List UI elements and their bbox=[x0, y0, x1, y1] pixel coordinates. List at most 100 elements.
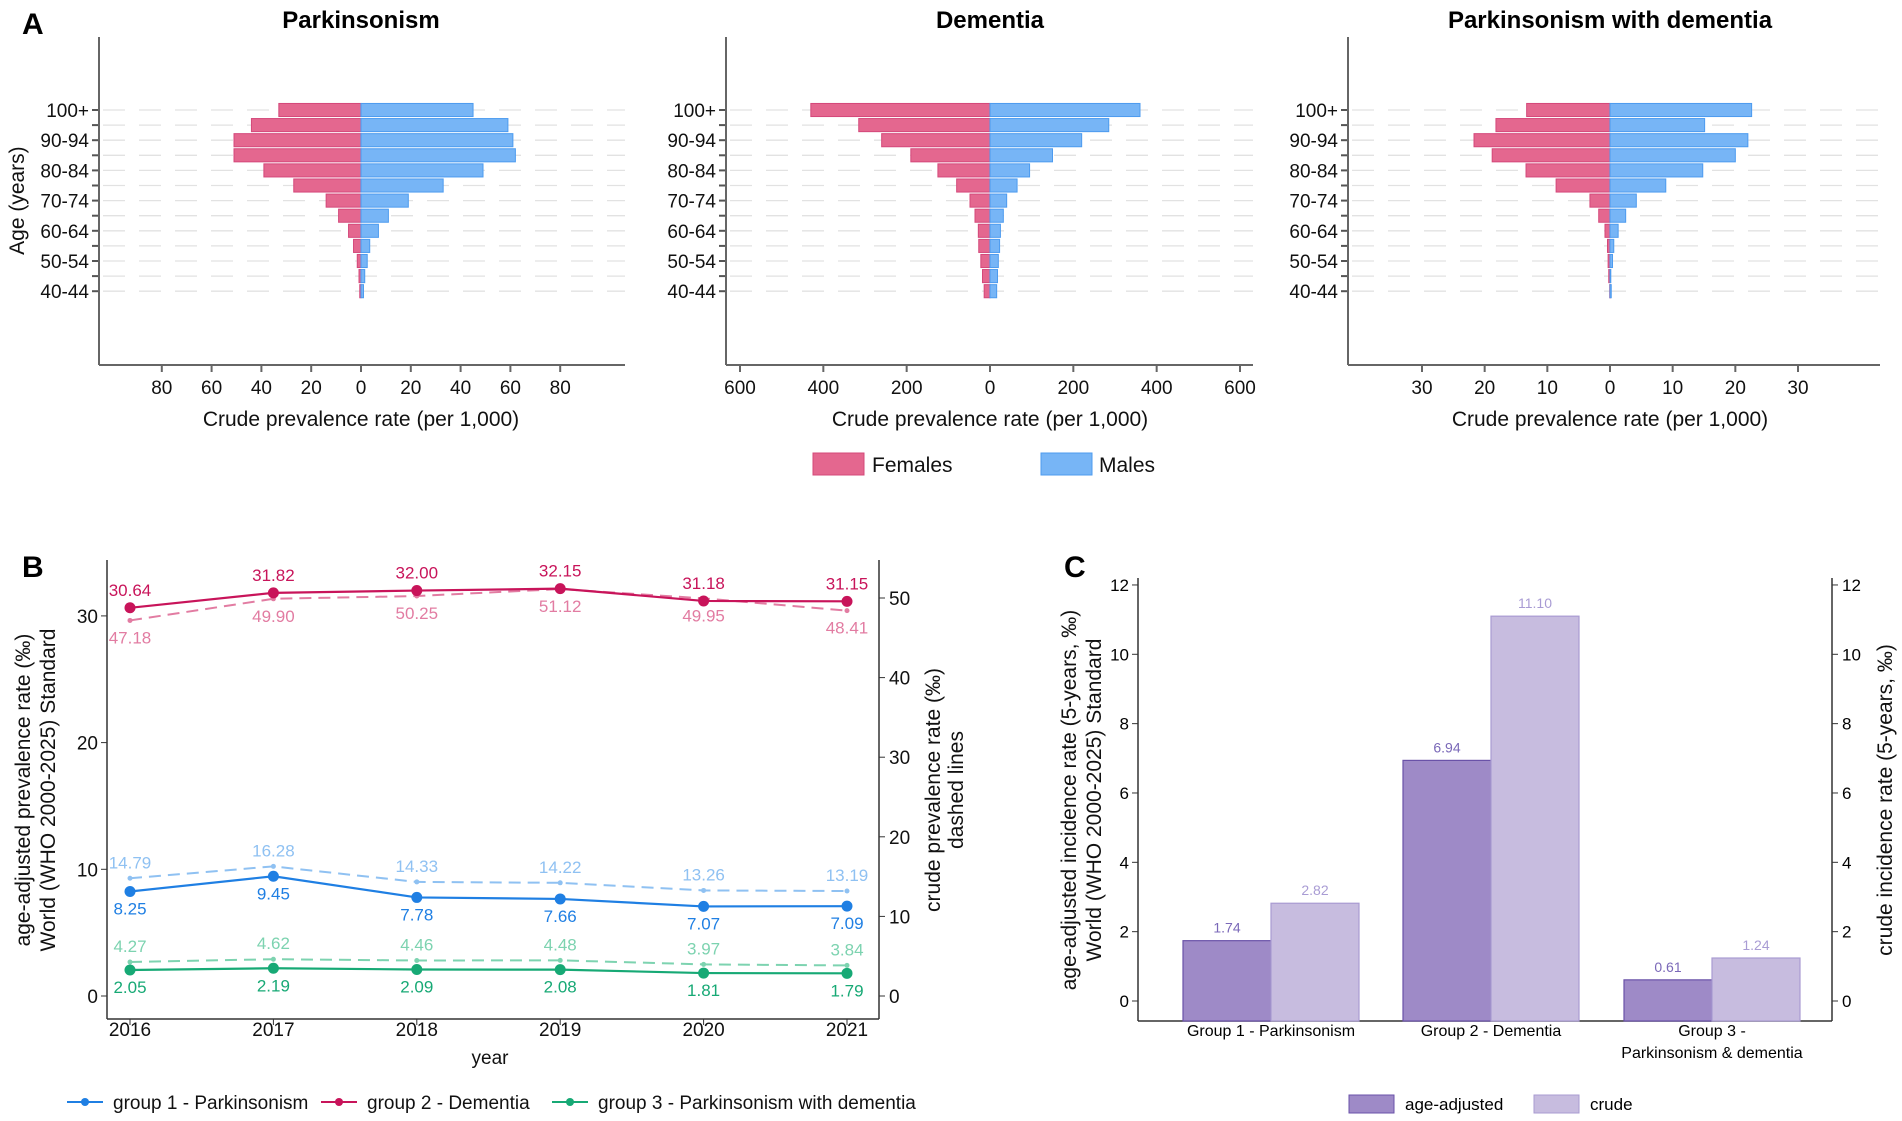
y-right-tick-label: 4 bbox=[1842, 853, 1851, 872]
crude-data-label: 50.25 bbox=[396, 604, 439, 623]
adjusted-data-label: 2.08 bbox=[544, 978, 577, 997]
bar-females bbox=[974, 208, 991, 223]
y-right-tick-label: 8 bbox=[1842, 715, 1851, 734]
y-tick-label: 90-94 bbox=[1289, 131, 1338, 152]
bar-females bbox=[278, 102, 362, 118]
legend-label-females: Females bbox=[872, 454, 953, 477]
y-axis-label: Age (years) bbox=[6, 146, 29, 255]
x-tick-label: 10 bbox=[1662, 378, 1683, 399]
crude-data-label: 4.62 bbox=[257, 934, 290, 953]
y-tick-label: 20 bbox=[77, 734, 98, 755]
adjusted-point bbox=[411, 964, 423, 976]
adjusted-data-label: 2.05 bbox=[113, 978, 146, 997]
bar-females bbox=[250, 118, 362, 133]
y-right-tick-label: 6 bbox=[1842, 784, 1851, 803]
y-right-tick-label: 10 bbox=[889, 907, 910, 928]
bar-males bbox=[360, 133, 514, 148]
y-right-tick-label: 2 bbox=[1842, 923, 1851, 942]
chart-title: Dementia bbox=[936, 7, 1045, 34]
bar-males bbox=[989, 223, 1001, 238]
y-tick-label: 70-74 bbox=[667, 192, 716, 213]
bar-females bbox=[881, 133, 991, 148]
crude-data-label: 14.33 bbox=[396, 857, 439, 876]
crude-point bbox=[414, 879, 420, 885]
bar-crude bbox=[1711, 957, 1801, 1022]
bar-males bbox=[989, 148, 1053, 163]
crude-point bbox=[701, 887, 707, 893]
bar-males bbox=[1609, 253, 1614, 269]
bar-males bbox=[989, 163, 1031, 178]
y-tick-label: 60-64 bbox=[40, 222, 89, 243]
bar-males bbox=[1609, 284, 1612, 299]
y-axis-label: age-adjusted incidence rate (5-years, ‰) bbox=[1058, 610, 1081, 991]
bar-females bbox=[977, 223, 991, 238]
adjusted-point bbox=[841, 900, 853, 912]
x-tick-label: 20 bbox=[400, 378, 421, 399]
y-right-tick-label: 0 bbox=[889, 987, 900, 1008]
crude-data-label: 4.27 bbox=[113, 937, 146, 956]
bar-males bbox=[360, 102, 474, 118]
crude-data-label: 16.28 bbox=[252, 841, 295, 860]
bar-females bbox=[937, 163, 991, 178]
crude-point bbox=[844, 962, 850, 968]
bar-age-adjusted bbox=[1402, 759, 1492, 1022]
crude-point bbox=[270, 863, 276, 869]
bar-females bbox=[233, 148, 362, 163]
legend-marker bbox=[335, 1098, 343, 1106]
bar-males bbox=[1609, 269, 1612, 284]
bar-data-label: 6.94 bbox=[1433, 739, 1460, 755]
adjusted-point bbox=[554, 893, 566, 905]
adjusted-point bbox=[267, 870, 279, 882]
bar-males bbox=[360, 163, 484, 178]
bar-females bbox=[978, 238, 991, 253]
y-tick-label: 60-64 bbox=[667, 222, 716, 243]
bar-females bbox=[348, 223, 362, 238]
crude-data-label: 49.90 bbox=[252, 607, 295, 626]
y-tick-label: 80-84 bbox=[667, 161, 716, 182]
bar-females bbox=[1604, 223, 1611, 238]
bar-data-label: 0.61 bbox=[1654, 959, 1681, 975]
adjusted-data-label: 2.19 bbox=[257, 976, 290, 995]
x-tick-label: 200 bbox=[891, 378, 923, 399]
panel-label-a: A bbox=[22, 8, 44, 41]
x-tick-label: 2021 bbox=[826, 1020, 868, 1041]
bar-data-label: 2.82 bbox=[1301, 882, 1328, 898]
x-tick-label: 2020 bbox=[682, 1020, 724, 1041]
bar-males bbox=[989, 118, 1110, 133]
pyramid-chart-2: Dementia 100+ 90-94 80-84 70-74 60-64 50-54 40-… bbox=[667, 7, 1255, 431]
bar-females bbox=[1473, 133, 1611, 148]
adjusted-data-label: 9.45 bbox=[257, 884, 290, 903]
x-tick-label: 2019 bbox=[539, 1020, 581, 1041]
bar-males bbox=[1609, 163, 1704, 178]
bar-males bbox=[360, 193, 409, 208]
y-tick-label: 70-74 bbox=[40, 192, 89, 213]
adjusted-line-1 bbox=[129, 875, 848, 908]
y-axis-label: World (WHO 2000-2025) Standard bbox=[37, 629, 60, 952]
bar-males bbox=[989, 193, 1008, 208]
adjusted-point bbox=[124, 885, 136, 897]
crude-point bbox=[844, 608, 850, 614]
panel-label-b: B bbox=[22, 551, 44, 584]
category-label: Parkinsonism & dementia bbox=[1621, 1045, 1803, 1062]
bar-males bbox=[360, 208, 389, 223]
bar-crude bbox=[1490, 615, 1580, 1022]
adjusted-data-label: 31.15 bbox=[826, 574, 869, 593]
x-tick-label: 600 bbox=[724, 378, 756, 399]
adjusted-data-label: 7.09 bbox=[830, 914, 863, 933]
y-tick-label: 50-54 bbox=[40, 252, 89, 273]
legend-label: age-adjusted bbox=[1405, 1095, 1503, 1114]
crude-data-label: 14.79 bbox=[109, 853, 152, 872]
bar-females bbox=[233, 133, 362, 148]
bar-age-adjusted bbox=[1623, 979, 1713, 1022]
pyramid-chart-3: Parkinsonism with dementia 100+ 90-94 80-84… bbox=[1289, 7, 1880, 431]
bar-females bbox=[858, 118, 991, 133]
x-tick-label: 10 bbox=[1537, 378, 1558, 399]
y-tick-label: 4 bbox=[1120, 853, 1129, 872]
bar-males bbox=[360, 284, 364, 299]
legend-marker bbox=[81, 1098, 89, 1106]
bar-females bbox=[1526, 102, 1611, 118]
adjusted-point bbox=[698, 967, 710, 979]
bar-males bbox=[1609, 223, 1619, 238]
adjusted-data-label: 7.07 bbox=[687, 914, 720, 933]
bar-females bbox=[338, 208, 362, 223]
